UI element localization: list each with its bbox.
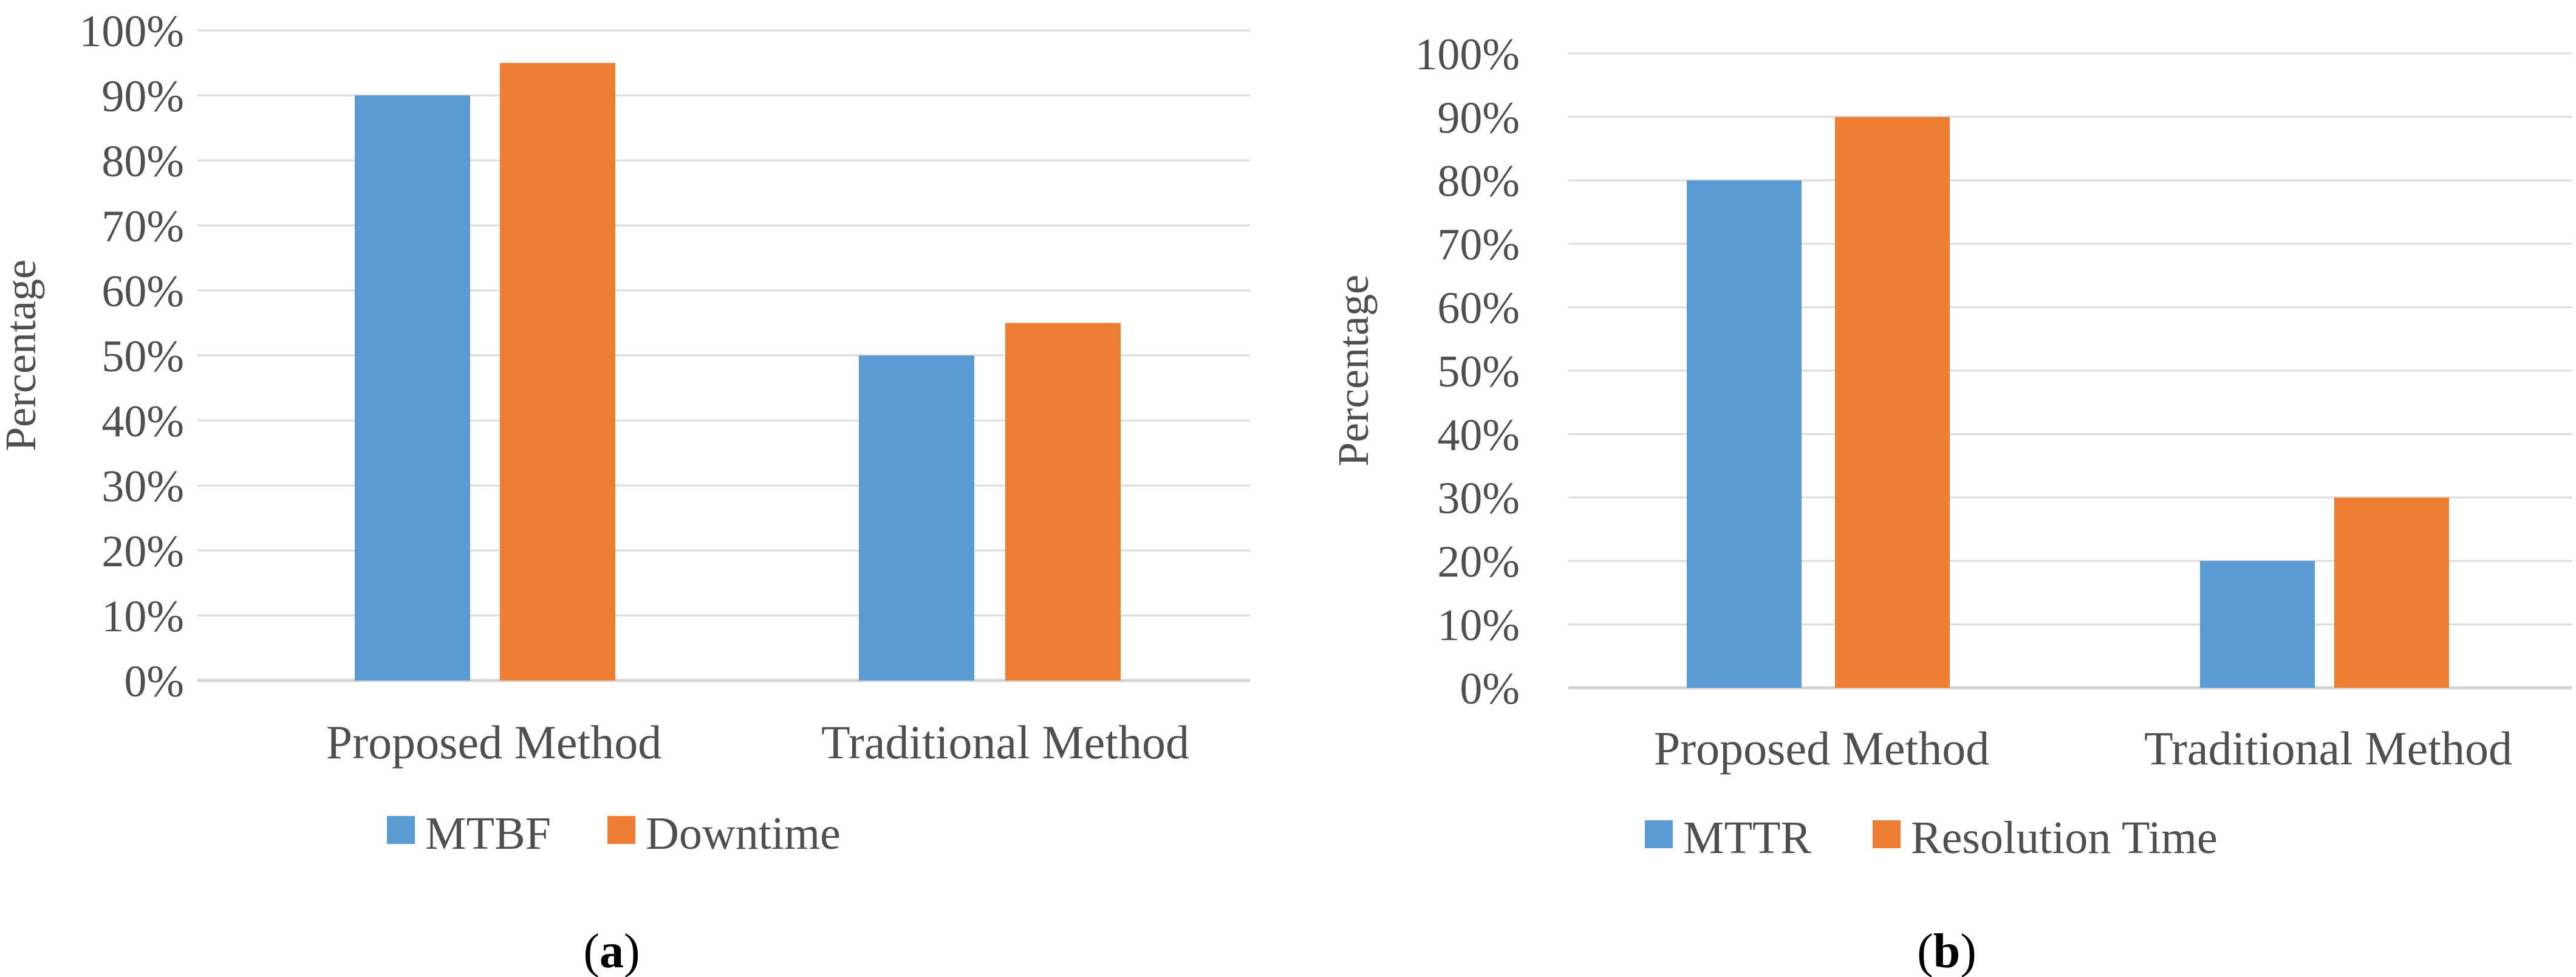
legend-swatch-mtbf [387, 816, 415, 844]
legend-label: Downtime [646, 808, 841, 859]
y-tick-label: 70% [101, 202, 184, 252]
y-tick-label: 20% [101, 527, 184, 577]
y-tick-label: 30% [1437, 474, 1520, 524]
y-tick-label: 10% [101, 592, 184, 642]
panel-caption: (b) [1917, 925, 1976, 977]
legend-label: MTTR [1683, 812, 1811, 863]
y-tick-label: 50% [101, 332, 184, 382]
y-axis-title: Percentage [0, 259, 45, 451]
panel-caption: (a) [583, 925, 640, 977]
y-tick-label: 80% [101, 137, 184, 187]
chart-b: 0% 10% 20% 30% 40% 50% 60% 70% 80% 90% 100% Percent… [1329, 30, 2572, 977]
y-tick-label: 100% [1415, 30, 1520, 80]
y-tick-label: 0% [124, 657, 184, 707]
y-tick-label: 90% [1437, 93, 1520, 143]
bar-resolution-time-traditional-method [2334, 497, 2449, 688]
x-category-label: Traditional Method [2144, 722, 2512, 775]
y-tick-label: 40% [101, 397, 184, 447]
y-tick-label: 90% [101, 72, 184, 122]
y-tick-label: 0% [1460, 664, 1520, 714]
y-tick-label: 60% [1437, 284, 1520, 334]
legend-label: MTBF [425, 808, 551, 859]
bar-mttr-traditional-method [2200, 561, 2315, 688]
chart-a: 0% 10% 20% 30% 40% 50% 60% 70% 80% 90% 100% Percent… [0, 7, 1250, 977]
bar-mttr-proposed-method [1687, 180, 1802, 688]
x-category-label: Traditional Method [821, 716, 1189, 769]
bar-resolution-time-proposed-method [1835, 117, 1950, 688]
y-tick-label: 100% [79, 7, 184, 57]
x-category-label: Proposed Method [1654, 722, 1989, 775]
bar-mtbf-traditional-method [859, 355, 974, 680]
bar-downtime-traditional-method [1005, 323, 1121, 680]
bar-downtime-proposed-method [500, 63, 615, 680]
legend-swatch-downtime [607, 816, 635, 844]
panel-a: 0% 10% 20% 30% 40% 50% 60% 70% 80% 90% 100% Percent… [0, 7, 1250, 977]
y-tick-label: 30% [101, 462, 184, 512]
x-category-label: Proposed Method [326, 716, 661, 769]
y-tick-label: 80% [1437, 157, 1520, 207]
legend-swatch-resolution-time [1873, 820, 1901, 848]
y-tick-label: 10% [1437, 601, 1520, 651]
legend-label: Resolution Time [1911, 812, 2218, 863]
bar-mtbf-proposed-method [355, 95, 470, 680]
panel-b: 0% 10% 20% 30% 40% 50% 60% 70% 80% 90% 100% Percent… [1288, 0, 2576, 977]
y-tick-label: 20% [1437, 537, 1520, 587]
y-tick-label: 70% [1437, 220, 1520, 270]
legend-swatch-mttr [1645, 820, 1673, 848]
y-tick-label: 50% [1437, 347, 1520, 397]
y-axis-title: Percentage [1329, 275, 1378, 467]
y-tick-label: 40% [1437, 410, 1520, 460]
y-tick-label: 60% [101, 267, 184, 317]
